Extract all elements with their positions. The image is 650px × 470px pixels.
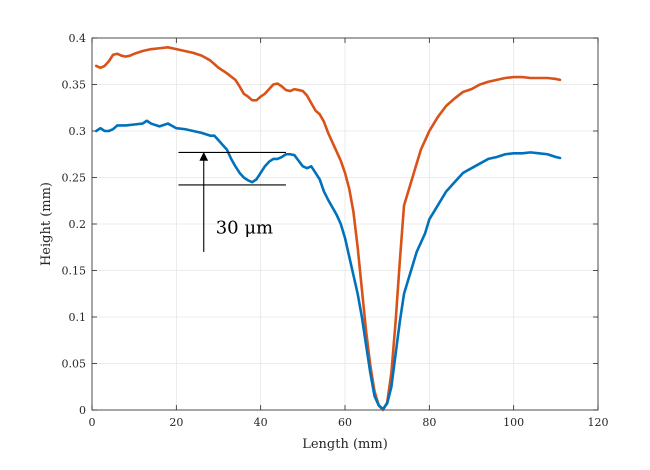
- series-layer: [94, 46, 562, 412]
- grid: [91, 37, 599, 411]
- annotation-label: 30 μm: [216, 217, 273, 238]
- x-tick-label: 100: [503, 416, 524, 429]
- x-axis-label: Length (mm): [302, 437, 388, 452]
- x-tick-label: 80: [422, 416, 436, 429]
- y-tick-label: 0.15: [62, 265, 87, 278]
- y-axis-label: Height (mm): [39, 182, 54, 266]
- series-line-2: [94, 119, 562, 411]
- x-tick-label: 120: [588, 416, 609, 429]
- x-tick-label: 20: [169, 416, 183, 429]
- y-tick-label: 0.1: [69, 311, 87, 324]
- y-tick-label: 0.2: [69, 218, 87, 231]
- y-tick-label: 0.4: [69, 32, 87, 45]
- y-tick-label: 0.35: [62, 79, 87, 92]
- y-tick-label: 0.25: [62, 172, 87, 185]
- y-tick-label: 0.3: [69, 125, 87, 138]
- x-tick-label: 0: [89, 416, 96, 429]
- x-tick-label: 40: [254, 416, 268, 429]
- y-tick-label: 0: [79, 404, 86, 417]
- annotation-layer: 30 μm: [178, 151, 286, 252]
- axis-ticks: 0 20 40 60 80 100 120 0 0.05 0.1 0.15 0.2 0.25 0.3 0.3…: [62, 32, 609, 429]
- series-line-1: [94, 46, 562, 412]
- y-tick-label: 0.05: [62, 358, 87, 371]
- x-tick-label: 60: [338, 416, 352, 429]
